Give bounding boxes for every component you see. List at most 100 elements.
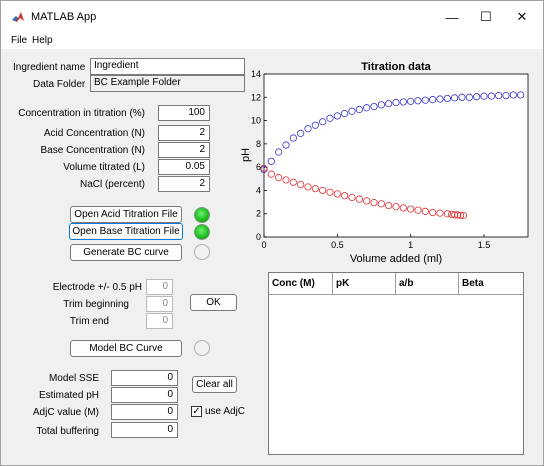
data-point-series-1 bbox=[443, 94, 451, 103]
volume-titrated-input[interactable]: 0.05 bbox=[158, 159, 210, 175]
data-point-series-1 bbox=[429, 96, 437, 104]
data-point-series-2 bbox=[341, 192, 349, 200]
clear-all-button[interactable]: Clear all bbox=[192, 376, 237, 393]
axis-ticks: 0 0.5 1 1.5 0 2 4 6 8 10 12 14 bbox=[251, 69, 490, 250]
data-point-series-1 bbox=[355, 105, 363, 114]
data-point-series-2 bbox=[377, 200, 385, 208]
window-title: MATLAB App bbox=[31, 11, 97, 23]
column-header-conc[interactable]: Conc (M) bbox=[269, 273, 333, 295]
generate-status-lamp bbox=[194, 244, 210, 260]
data-point-series-1 bbox=[326, 114, 334, 122]
concentration-input[interactable]: 100 bbox=[158, 105, 210, 121]
data-point-series-2 bbox=[297, 181, 305, 189]
data-point-series-2 bbox=[319, 186, 327, 195]
data-point-series-2 bbox=[443, 210, 451, 218]
data-point-series-1 bbox=[502, 91, 510, 100]
data-point-series-1 bbox=[311, 121, 319, 129]
results-table: Conc (M) pK a/b Beta bbox=[268, 272, 524, 455]
data-point-series-2 bbox=[436, 209, 444, 217]
acid-concentration-input[interactable]: 2 bbox=[158, 125, 210, 141]
y-tick-label: 4 bbox=[256, 185, 261, 195]
menu-file[interactable]: File bbox=[11, 35, 28, 46]
data-point-series-2 bbox=[282, 176, 290, 184]
data-point-series-2 bbox=[355, 195, 363, 203]
data-point-series-1 bbox=[392, 98, 400, 107]
menu-help[interactable]: Help bbox=[32, 35, 53, 46]
data-point-series-1 bbox=[297, 129, 305, 137]
total-buffering-label: Total buffering bbox=[36, 426, 99, 437]
titration-chart: Titration data Volume added (ml) pH 0 0.5… bbox=[240, 61, 529, 265]
trim-beginning-label: Trim beginning bbox=[63, 299, 129, 310]
open-base-file-button[interactable]: Open Base Titration File bbox=[69, 223, 183, 240]
data-point-series-2 bbox=[448, 210, 456, 218]
data-point-series-2 bbox=[260, 164, 268, 172]
data-point-series-1 bbox=[458, 93, 466, 101]
data-point-series-2 bbox=[326, 188, 334, 196]
y-tick-label: 2 bbox=[256, 209, 261, 219]
data-point-series-1 bbox=[399, 98, 407, 106]
estimated-ph-field: 0 bbox=[111, 387, 178, 403]
data-point-series-1 bbox=[267, 157, 275, 165]
use-adjc-checkbox[interactable]: ✓ bbox=[191, 406, 202, 417]
data-point-series-1 bbox=[480, 92, 488, 100]
data-point-series-1 bbox=[436, 95, 444, 103]
menu-bar: File Help bbox=[1, 33, 543, 49]
data-folder-field: BC Example Folder bbox=[90, 75, 245, 92]
adjc-value-field[interactable]: 0 bbox=[111, 404, 178, 420]
data-point-series-1 bbox=[275, 148, 283, 156]
data-point-series-1 bbox=[282, 141, 290, 149]
check-icon: ✓ bbox=[192, 406, 201, 417]
data-point-series-2 bbox=[289, 178, 297, 186]
data-point-series-2 bbox=[275, 174, 283, 182]
base-concentration-input[interactable]: 2 bbox=[158, 142, 210, 158]
y-tick-label: 10 bbox=[251, 116, 261, 126]
maximize-button[interactable]: ☐ bbox=[467, 1, 505, 33]
data-point-series-1 bbox=[363, 104, 371, 112]
x-tick-label: 0 bbox=[261, 240, 266, 250]
data-point-series-1 bbox=[451, 94, 459, 102]
y-tick-label: 8 bbox=[256, 139, 261, 149]
ingredient-name-input[interactable]: Ingredient bbox=[90, 58, 245, 75]
acid-status-lamp bbox=[194, 207, 210, 223]
data-point-series-2 bbox=[392, 203, 400, 211]
ok-button[interactable]: OK bbox=[190, 294, 237, 311]
data-point-series-2 bbox=[451, 211, 459, 219]
trim-end-input[interactable]: 0 bbox=[146, 313, 173, 329]
trim-end-label: Trim end bbox=[69, 316, 109, 327]
data-point-series-2 bbox=[414, 206, 422, 214]
data-point-series-2 bbox=[267, 170, 275, 178]
data-point-series-1 bbox=[319, 118, 327, 126]
data-point-series-2 bbox=[348, 193, 356, 202]
data-folder-label: Data Folder bbox=[33, 79, 86, 90]
column-header-beta[interactable]: Beta bbox=[462, 278, 484, 289]
data-point-series-1 bbox=[495, 91, 503, 100]
electrode-input[interactable]: 0 bbox=[146, 279, 173, 295]
nacl-input[interactable]: 2 bbox=[158, 176, 210, 192]
generate-bc-curve-button[interactable]: Generate BC curve bbox=[70, 244, 182, 261]
table-header: Conc (M) pK a/b Beta bbox=[269, 273, 523, 295]
matlab-logo-icon bbox=[11, 10, 25, 24]
minimize-button[interactable]: — bbox=[433, 1, 471, 33]
data-points bbox=[260, 91, 525, 220]
column-header-pk[interactable]: pK bbox=[333, 273, 396, 295]
trim-beginning-input[interactable]: 0 bbox=[146, 296, 173, 312]
data-point-series-1 bbox=[377, 101, 385, 109]
chart-title: Titration data bbox=[361, 61, 431, 73]
y-tick-label: 0 bbox=[256, 232, 261, 242]
column-header-ab[interactable]: a/b bbox=[396, 273, 459, 295]
data-point-series-2 bbox=[304, 183, 312, 191]
data-point-series-1 bbox=[465, 93, 473, 101]
x-tick-label: 0.5 bbox=[331, 240, 344, 250]
model-sse-field: 0 bbox=[111, 370, 178, 386]
close-button[interactable]: ✕ bbox=[503, 1, 541, 33]
model-bc-curve-button[interactable]: Model BC Curve bbox=[70, 340, 182, 357]
data-point-series-1 bbox=[414, 97, 422, 105]
data-point-series-1 bbox=[348, 107, 356, 115]
open-acid-file-button[interactable]: Open Acid Titration File bbox=[70, 206, 182, 223]
use-adjc-label: use AdjC bbox=[205, 406, 246, 417]
data-point-series-1 bbox=[473, 93, 481, 101]
data-point-series-1 bbox=[370, 102, 378, 111]
data-point-series-1 bbox=[517, 91, 525, 99]
data-point-series-1 bbox=[385, 100, 393, 108]
base-status-lamp bbox=[194, 224, 210, 240]
